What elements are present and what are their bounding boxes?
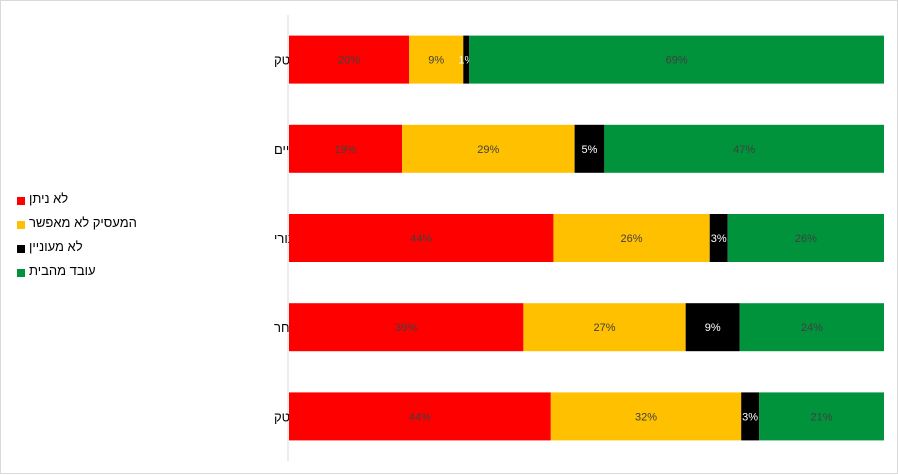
data-label: 19%: [335, 144, 357, 156]
data-label: 47%: [733, 144, 755, 156]
legend-label: עובד מהבית: [29, 263, 96, 278]
data-label: 26%: [621, 233, 643, 245]
bar-segment: [550, 392, 742, 441]
data-label: 44%: [410, 233, 432, 245]
bar-segment: [289, 303, 524, 352]
legend-swatch: [17, 269, 25, 277]
bar-segment: [685, 303, 740, 352]
bar-segment: [523, 303, 686, 352]
bar-segment: [469, 35, 884, 84]
bar-segment: [727, 214, 884, 262]
bar-segment: [289, 35, 410, 84]
bar-segment: [463, 35, 470, 84]
legend: לא ניתן המעסיק לא מאפשר לא מעוניין עובד מהב…: [11, 191, 151, 287]
legend-item: לא מעוניין: [11, 239, 151, 263]
bar-segment: [759, 392, 884, 441]
data-label: 9%: [705, 322, 721, 334]
data-label: 27%: [594, 322, 616, 334]
data-label: 24%: [801, 322, 823, 334]
legend-swatch: [17, 197, 25, 205]
bar-segment: [604, 124, 884, 173]
legend-item: המעסיק לא מאפשר: [11, 215, 151, 239]
legend-swatch: [17, 221, 25, 229]
bar-segment: [409, 35, 464, 84]
bar-segment: [741, 392, 760, 441]
data-label: 44%: [409, 411, 431, 423]
data-label: 3%: [711, 233, 727, 245]
legend-item: לא ניתן: [11, 191, 151, 215]
bar-segment: [709, 214, 728, 262]
data-label: 3%: [742, 411, 758, 423]
legend-item: עובד מהבית: [11, 263, 151, 287]
data-label: 26%: [795, 233, 817, 245]
bar-segment: [289, 392, 551, 441]
bar-segment: [289, 124, 403, 173]
data-label: 69%: [666, 55, 688, 67]
bar-segment: [289, 214, 554, 262]
data-label: 39%: [395, 322, 417, 334]
bar-segment: [402, 124, 575, 173]
data-label: 21%: [811, 411, 833, 423]
data-label: 20%: [338, 55, 360, 67]
bar-segment: [574, 124, 605, 173]
legend-swatch: [17, 245, 25, 253]
data-label: 32%: [635, 411, 657, 423]
legend-label: לא מעוניין: [29, 239, 83, 254]
data-label: 9%: [428, 55, 444, 67]
bar-segment: [739, 303, 884, 352]
legend-label: המעסיק לא מאפשר: [29, 215, 137, 230]
data-label: 29%: [477, 144, 499, 156]
legend-label: לא ניתן: [29, 191, 69, 206]
bar-segment: [553, 214, 710, 262]
data-label: 5%: [582, 144, 598, 156]
